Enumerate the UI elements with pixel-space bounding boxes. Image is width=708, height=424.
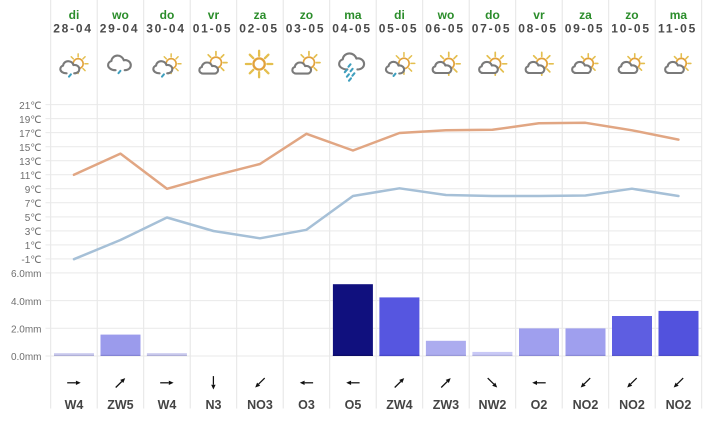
svg-text:wo: wo	[437, 8, 455, 22]
svg-text:vr: vr	[208, 8, 220, 22]
svg-text:N3: N3	[205, 398, 221, 412]
svg-text:15℃: 15℃	[19, 143, 41, 154]
svg-text:02-05: 02-05	[239, 21, 279, 35]
svg-text:13℃: 13℃	[19, 157, 41, 168]
svg-text:ZW3: ZW3	[433, 398, 459, 412]
svg-text:-1℃: -1℃	[21, 255, 41, 266]
svg-text:O2: O2	[531, 398, 548, 412]
svg-text:7℃: 7℃	[25, 199, 42, 210]
svg-text:05-05: 05-05	[379, 21, 419, 35]
svg-text:17℃: 17℃	[19, 129, 41, 140]
svg-text:28-04: 28-04	[53, 21, 93, 35]
svg-text:0.0mm: 0.0mm	[11, 352, 42, 363]
svg-text:5℃: 5℃	[25, 213, 42, 224]
svg-text:2.0mm: 2.0mm	[11, 325, 42, 336]
svg-text:01-05: 01-05	[193, 21, 233, 35]
svg-text:do: do	[160, 8, 175, 22]
svg-text:za: za	[254, 8, 267, 22]
svg-text:4.0mm: 4.0mm	[11, 297, 42, 308]
svg-text:ma: ma	[344, 8, 362, 22]
svg-text:NW2: NW2	[479, 398, 507, 412]
svg-text:06-05: 06-05	[425, 21, 465, 35]
svg-text:O3: O3	[298, 398, 315, 412]
svg-text:NO2: NO2	[619, 398, 645, 412]
svg-text:07-05: 07-05	[472, 21, 512, 35]
svg-text:ma: ma	[670, 8, 688, 22]
svg-text:11℃: 11℃	[20, 171, 42, 182]
svg-text:1℃: 1℃	[25, 241, 42, 252]
svg-text:21℃: 21℃	[19, 101, 41, 112]
svg-text:6.0mm: 6.0mm	[11, 269, 42, 280]
svg-text:04-05: 04-05	[332, 21, 372, 35]
svg-text:11-05: 11-05	[658, 21, 697, 35]
svg-text:9℃: 9℃	[25, 185, 42, 196]
svg-text:ZW4: ZW4	[386, 398, 412, 412]
svg-text:O5: O5	[345, 398, 362, 412]
svg-text:NO3: NO3	[247, 398, 273, 412]
svg-text:W4: W4	[158, 398, 177, 412]
svg-text:03-05: 03-05	[286, 21, 326, 35]
svg-text:wo: wo	[111, 8, 129, 22]
svg-text:30-04: 30-04	[146, 21, 186, 35]
svg-text:zo: zo	[300, 8, 313, 22]
svg-text:09-05: 09-05	[565, 21, 605, 35]
svg-text:19℃: 19℃	[19, 115, 41, 126]
svg-text:za: za	[579, 8, 592, 22]
svg-text:NO2: NO2	[573, 398, 599, 412]
svg-text:di: di	[394, 8, 405, 22]
svg-text:vr: vr	[533, 8, 545, 22]
svg-text:3℃: 3℃	[25, 227, 42, 238]
svg-text:29-04: 29-04	[100, 21, 140, 35]
svg-text:zo: zo	[625, 8, 638, 22]
svg-text:do: do	[485, 8, 500, 22]
svg-text:W4: W4	[65, 398, 84, 412]
svg-text:NO2: NO2	[666, 398, 692, 412]
svg-text:10-05: 10-05	[611, 21, 651, 35]
svg-text:ZW5: ZW5	[107, 398, 133, 412]
svg-text:di: di	[69, 8, 80, 22]
svg-text:08-05: 08-05	[518, 21, 558, 35]
